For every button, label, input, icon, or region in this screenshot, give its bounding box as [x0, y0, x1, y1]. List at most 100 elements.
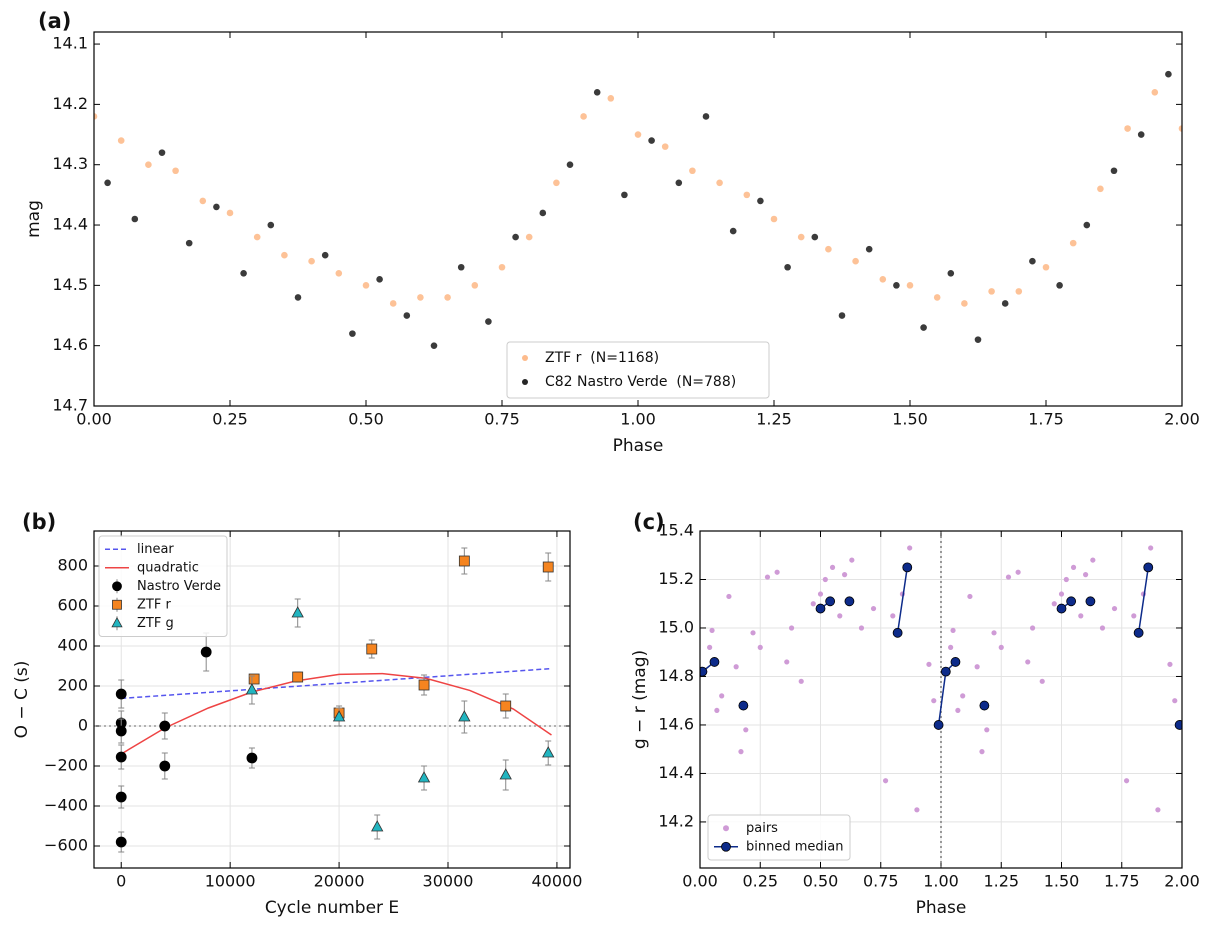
point: [709, 627, 715, 634]
legend-box: [707, 814, 851, 861]
point: [933, 294, 941, 301]
point: [498, 263, 506, 271]
point: [1131, 613, 1137, 619]
point: [1111, 605, 1118, 612]
point: [920, 324, 927, 331]
point: [675, 179, 683, 187]
legend-label: quadratic: [137, 560, 199, 575]
x-tick-label: 20000: [314, 872, 365, 891]
y-tick-label: 15.0: [658, 617, 694, 636]
point: [1070, 564, 1077, 570]
point: [1039, 678, 1045, 684]
point: [1001, 300, 1009, 307]
x-tick-label: 1.00: [620, 410, 656, 429]
point: [1083, 572, 1089, 578]
point: [764, 574, 771, 580]
point: [580, 113, 587, 120]
point: [707, 644, 713, 650]
point: [321, 251, 329, 259]
point: [185, 239, 193, 247]
point: [418, 679, 430, 691]
point: [1025, 659, 1031, 665]
point: [974, 664, 980, 670]
point: [907, 545, 913, 551]
point: [593, 89, 601, 96]
point: [417, 771, 431, 783]
y-axis-label: O − C (s): [12, 661, 32, 739]
point: [947, 269, 955, 277]
point: [899, 591, 906, 597]
point: [1178, 125, 1182, 132]
legend-label: ZTF g: [137, 616, 174, 631]
y-tick-label: −400: [44, 796, 88, 815]
axes-frame: [93, 530, 571, 869]
point: [940, 666, 951, 677]
point: [774, 569, 780, 575]
x-tick-label: 1.75: [1028, 410, 1064, 429]
point: [525, 233, 533, 241]
point: [145, 161, 152, 169]
point: [512, 233, 519, 241]
point: [1029, 625, 1036, 631]
point: [115, 688, 127, 700]
point: [955, 707, 961, 714]
y-tick-label: 14.1: [52, 34, 88, 53]
x-tick-label: 40000: [531, 872, 582, 891]
y-tick-label: 14.7: [52, 396, 88, 415]
x-tick-label: 0.25: [742, 872, 778, 891]
point: [553, 179, 560, 187]
point: [430, 342, 438, 349]
x-tick-label: 0.50: [348, 410, 384, 429]
point: [906, 282, 914, 289]
x-tick-label: 1.75: [1104, 872, 1140, 891]
point: [879, 276, 887, 283]
point: [882, 778, 889, 784]
point: [200, 646, 212, 658]
legend-box: [98, 535, 228, 637]
point: [253, 233, 261, 241]
point: [825, 245, 832, 253]
point: [226, 209, 234, 217]
point: [245, 683, 259, 695]
point: [950, 627, 956, 634]
y-tick-label: 14.2: [52, 94, 88, 113]
point: [332, 710, 346, 722]
x-tick-label: 0.75: [863, 872, 899, 891]
x-tick-label: 1.25: [983, 872, 1019, 891]
point: [1165, 70, 1172, 78]
point: [967, 593, 973, 600]
legend-label: ZTF r (N=1168): [545, 350, 659, 366]
y-tick-label: 0: [78, 716, 88, 735]
legend-label: linear: [137, 542, 174, 557]
point: [389, 300, 397, 307]
x-axis-label: Cycle number E: [265, 898, 399, 918]
y-axis-label: mag: [24, 200, 44, 238]
point: [788, 625, 795, 631]
legend-marker: [111, 617, 123, 628]
y-tick-label: −600: [44, 836, 88, 855]
point: [1078, 613, 1084, 619]
panel-label: (a): [38, 9, 71, 33]
legend: pairs binned median: [707, 814, 851, 861]
plot-area: [94, 547, 570, 853]
point: [852, 257, 859, 265]
point: [1090, 557, 1096, 563]
point: [1085, 596, 1096, 607]
point: [1174, 720, 1182, 730]
y-tick-label: 14.8: [658, 666, 694, 685]
legend-marker: [522, 379, 528, 385]
point: [893, 282, 900, 289]
legend: ZTF r (N=1168) C82 Nastro Verde (N=788): [506, 341, 770, 399]
point: [1058, 591, 1065, 597]
point: [458, 710, 471, 722]
y-tick-label: 15.2: [658, 569, 694, 588]
x-axis-label: Phase: [613, 436, 664, 456]
point: [961, 300, 968, 307]
point: [1066, 596, 1077, 607]
point: [661, 143, 669, 150]
point: [1143, 562, 1154, 573]
point: [499, 768, 512, 780]
x-tick-label: 10000: [205, 872, 256, 891]
point: [815, 603, 826, 614]
point: [117, 137, 125, 144]
